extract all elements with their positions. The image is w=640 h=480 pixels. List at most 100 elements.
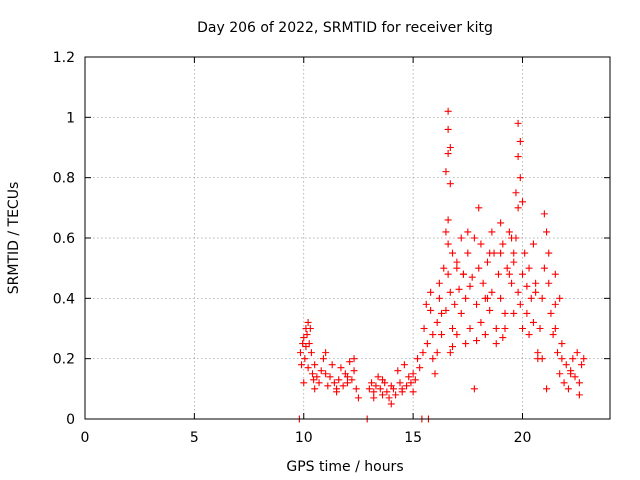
data-point bbox=[438, 309, 446, 317]
data-point bbox=[431, 370, 439, 378]
data-point bbox=[379, 376, 386, 384]
grid bbox=[85, 57, 610, 419]
data-point bbox=[525, 264, 533, 272]
data-point bbox=[444, 240, 452, 248]
data-point bbox=[352, 385, 360, 393]
data-point bbox=[442, 168, 450, 176]
data-point bbox=[306, 325, 314, 332]
data-point bbox=[567, 370, 575, 378]
data-point bbox=[383, 388, 391, 396]
data-point bbox=[505, 270, 513, 278]
data-point bbox=[328, 361, 336, 369]
y-tick-label: 0 bbox=[66, 412, 75, 428]
data-point bbox=[492, 325, 500, 332]
data-point bbox=[475, 264, 483, 272]
data-point bbox=[569, 355, 577, 363]
data-point bbox=[400, 361, 408, 369]
x-axis-label: GPS time / hours bbox=[286, 459, 403, 475]
data-point bbox=[419, 349, 427, 357]
data-point bbox=[543, 385, 551, 393]
data-point bbox=[547, 309, 555, 317]
data-point bbox=[466, 325, 474, 332]
data-point bbox=[516, 174, 524, 182]
data-point bbox=[446, 349, 454, 357]
data-point bbox=[311, 361, 319, 369]
data-point bbox=[457, 234, 465, 242]
data-point bbox=[578, 361, 586, 369]
y-tick-label: 0.4 bbox=[53, 291, 75, 307]
data-point bbox=[494, 270, 502, 278]
data-point bbox=[473, 300, 481, 308]
data-point bbox=[446, 288, 454, 296]
data-point bbox=[459, 270, 467, 278]
data-point bbox=[354, 394, 362, 402]
data-point bbox=[501, 309, 509, 317]
data-point bbox=[488, 228, 496, 236]
data-point bbox=[427, 306, 435, 314]
data-point bbox=[409, 388, 417, 396]
data-point bbox=[484, 294, 491, 302]
data-point bbox=[339, 382, 347, 390]
data-point bbox=[409, 370, 417, 378]
data-point bbox=[466, 282, 474, 290]
data-point bbox=[411, 376, 419, 384]
data-point bbox=[444, 150, 452, 158]
data-point bbox=[519, 325, 526, 332]
data-point bbox=[365, 385, 373, 393]
data-point bbox=[451, 300, 459, 308]
data-point bbox=[564, 385, 572, 393]
data-point bbox=[575, 379, 583, 387]
data-point bbox=[551, 300, 559, 308]
data-point bbox=[433, 318, 441, 326]
data-point bbox=[423, 340, 431, 348]
data-point bbox=[446, 180, 454, 188]
data-point bbox=[497, 249, 505, 257]
data-point bbox=[324, 382, 332, 390]
data-point bbox=[512, 189, 520, 197]
data-point bbox=[335, 376, 343, 384]
data-point bbox=[523, 282, 531, 290]
data-point bbox=[449, 325, 456, 332]
y-axis-label: SRMTID / TECUs bbox=[6, 182, 22, 295]
ticks: 0 0.2 0.4 0.6 0.8 1 1.2 0 5 10 15 20 bbox=[53, 50, 610, 446]
data-points bbox=[295, 107, 588, 423]
data-point bbox=[551, 270, 559, 278]
data-point bbox=[558, 340, 566, 348]
data-point bbox=[394, 367, 402, 375]
data-point bbox=[346, 358, 354, 366]
data-point bbox=[305, 340, 313, 348]
data-point bbox=[374, 373, 382, 381]
data-point bbox=[385, 394, 393, 402]
data-point bbox=[317, 367, 325, 375]
data-point bbox=[453, 258, 461, 266]
data-point bbox=[523, 309, 531, 317]
data-point bbox=[519, 198, 526, 206]
data-point bbox=[534, 355, 542, 363]
data-point bbox=[453, 331, 461, 339]
data-point bbox=[514, 119, 522, 127]
data-point bbox=[442, 228, 450, 236]
data-point bbox=[481, 331, 489, 339]
data-point bbox=[571, 373, 579, 381]
data-point bbox=[499, 334, 507, 342]
data-point bbox=[492, 340, 500, 348]
data-point bbox=[558, 355, 566, 363]
data-point bbox=[333, 388, 341, 396]
data-point bbox=[319, 355, 327, 363]
data-point bbox=[326, 373, 334, 381]
data-point bbox=[299, 340, 307, 348]
data-point bbox=[444, 216, 452, 224]
data-point bbox=[534, 349, 542, 357]
data-point bbox=[315, 379, 323, 387]
data-point bbox=[344, 373, 351, 381]
data-point bbox=[554, 349, 561, 357]
data-point bbox=[497, 219, 505, 227]
data-point bbox=[519, 270, 526, 278]
data-point bbox=[532, 279, 540, 287]
data-point bbox=[444, 270, 452, 278]
x-tick-label: 0 bbox=[81, 430, 90, 446]
data-point bbox=[477, 240, 485, 248]
data-point bbox=[379, 391, 386, 399]
data-point bbox=[370, 388, 378, 396]
data-point bbox=[486, 306, 494, 314]
